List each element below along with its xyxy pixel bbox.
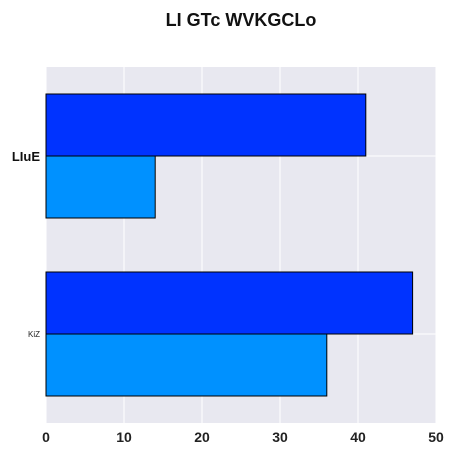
y-axis-categories: LIuE KiZ bbox=[12, 149, 40, 339]
x-tick-label: 20 bbox=[194, 429, 210, 445]
y-category-label: KiZ bbox=[28, 330, 40, 339]
bar-series-2-LIuE bbox=[45, 155, 156, 219]
x-tick-label: 30 bbox=[272, 429, 288, 445]
x-tick-label: 40 bbox=[350, 429, 366, 445]
bar-series-1-LIuE bbox=[45, 93, 367, 157]
x-tick-label: 0 bbox=[42, 429, 50, 445]
bars bbox=[45, 93, 414, 397]
x-axis-ticks: 0 10 20 30 40 50 bbox=[42, 429, 444, 445]
bar-series-2-KiZ bbox=[45, 333, 328, 397]
y-category-label: LIuE bbox=[12, 149, 40, 164]
bar-series-1-KiZ bbox=[45, 271, 414, 335]
x-tick-label: 50 bbox=[428, 429, 444, 445]
chart-title: LI GTc WVKGCLo bbox=[166, 10, 317, 30]
x-tick-label: 10 bbox=[116, 429, 132, 445]
